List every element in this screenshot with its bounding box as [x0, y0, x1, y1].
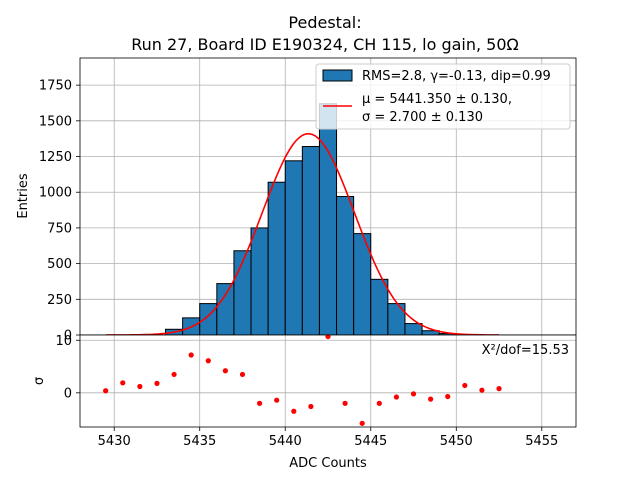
legend-fit-label-mu: μ = 5441.350 ± 0.130,	[362, 92, 512, 107]
bottom-y-axis-label: σ	[32, 377, 47, 385]
bottom-y-ticks: 0 10	[55, 334, 80, 401]
x-tick-label: 5450	[440, 434, 473, 449]
top-y-tick-label: 1250	[39, 150, 72, 165]
residual-point	[205, 358, 211, 364]
residual-point	[222, 368, 228, 374]
residual-point	[154, 380, 160, 386]
x-axis-label: ADC Counts	[289, 456, 367, 471]
bottom-panel: 0 10 5430 5435 5440 5445 5450 5455 X²/dof=15.5…	[32, 333, 577, 471]
residual-point	[239, 371, 246, 378]
histogram-bar	[267, 181, 286, 336]
bottom-plot-area	[80, 335, 576, 427]
residual-point	[137, 383, 143, 390]
top-y-tick-label: 1500	[39, 114, 72, 129]
histogram-bar	[250, 227, 269, 336]
legend-histogram-swatch	[322, 69, 353, 82]
residual-point	[479, 387, 485, 393]
top-y-tick-label: 1000	[39, 186, 72, 201]
residual-point	[462, 382, 468, 389]
top-y-tick-label: 250	[47, 293, 72, 308]
bottom-y-tick-label: 10	[55, 334, 72, 349]
histogram-bar	[370, 278, 389, 336]
chart-title-line1: Pedestal:	[288, 13, 361, 32]
legend-box	[315, 63, 571, 130]
residual-point	[359, 420, 365, 426]
residual-point	[410, 391, 417, 397]
residual-points	[103, 333, 502, 426]
top-y-tick-label: 750	[47, 221, 72, 236]
histogram-bar	[301, 146, 320, 336]
x-tick-label: 5435	[183, 434, 216, 449]
x-tick-label: 5440	[269, 434, 302, 449]
residual-point	[188, 352, 194, 358]
residual-point	[376, 400, 382, 406]
top-y-tick-label: 1750	[39, 79, 72, 94]
residual-point	[120, 380, 126, 386]
residual-point	[428, 396, 434, 402]
residual-point	[496, 386, 502, 392]
residual-point	[171, 371, 177, 378]
bottom-grid	[80, 335, 576, 427]
residual-point	[393, 394, 400, 400]
x-tick-label: 5455	[525, 434, 558, 449]
top-y-axis-label: Entries	[16, 173, 31, 219]
bottom-plot-frame	[79, 334, 577, 428]
top-y-tick-label: 500	[47, 257, 72, 272]
chi2-annotation: X²/dof=15.53	[482, 343, 569, 358]
residual-point	[342, 400, 348, 406]
histogram-bars	[165, 103, 457, 336]
residual-point	[274, 397, 280, 403]
histogram-bar	[387, 303, 406, 336]
x-ticks: 5430 5435 5440 5445 5450 5455	[98, 427, 558, 449]
histogram-bar	[404, 323, 423, 336]
fit-curve	[105, 132, 500, 336]
histogram-bar	[284, 160, 303, 336]
legend-fit-label-sigma: σ = 2.700 ± 0.130	[362, 110, 483, 125]
legend: RMS=2.8, γ=-0.13, dip=0.99 μ = 5441.350 …	[315, 63, 571, 130]
x-tick-label: 5445	[354, 434, 387, 449]
residual-point	[291, 408, 297, 414]
top-panel: 0 250 500 750 1000 1250 1500 1750 Entries RMS=2…	[16, 57, 577, 344]
residual-point	[103, 388, 109, 394]
residual-point	[445, 393, 451, 400]
histogram-bar	[216, 283, 235, 336]
legend-histogram-label: RMS=2.8, γ=-0.13, dip=0.99	[362, 69, 551, 84]
chart-title-line2: Run 27, Board ID E190324, CH 115, lo gai…	[131, 35, 519, 54]
histogram-bar	[199, 303, 218, 336]
top-y-ticks: 0 250 500 750 1000 1250 1500 1750	[39, 79, 80, 344]
residual-point	[308, 403, 314, 410]
bottom-y-tick-label: 0	[64, 386, 72, 401]
x-tick-label: 5430	[98, 434, 131, 449]
top-y-tick-label: 0	[64, 329, 72, 344]
residual-point	[256, 400, 263, 406]
histogram-bar	[318, 103, 338, 336]
histogram-bar	[336, 196, 355, 336]
